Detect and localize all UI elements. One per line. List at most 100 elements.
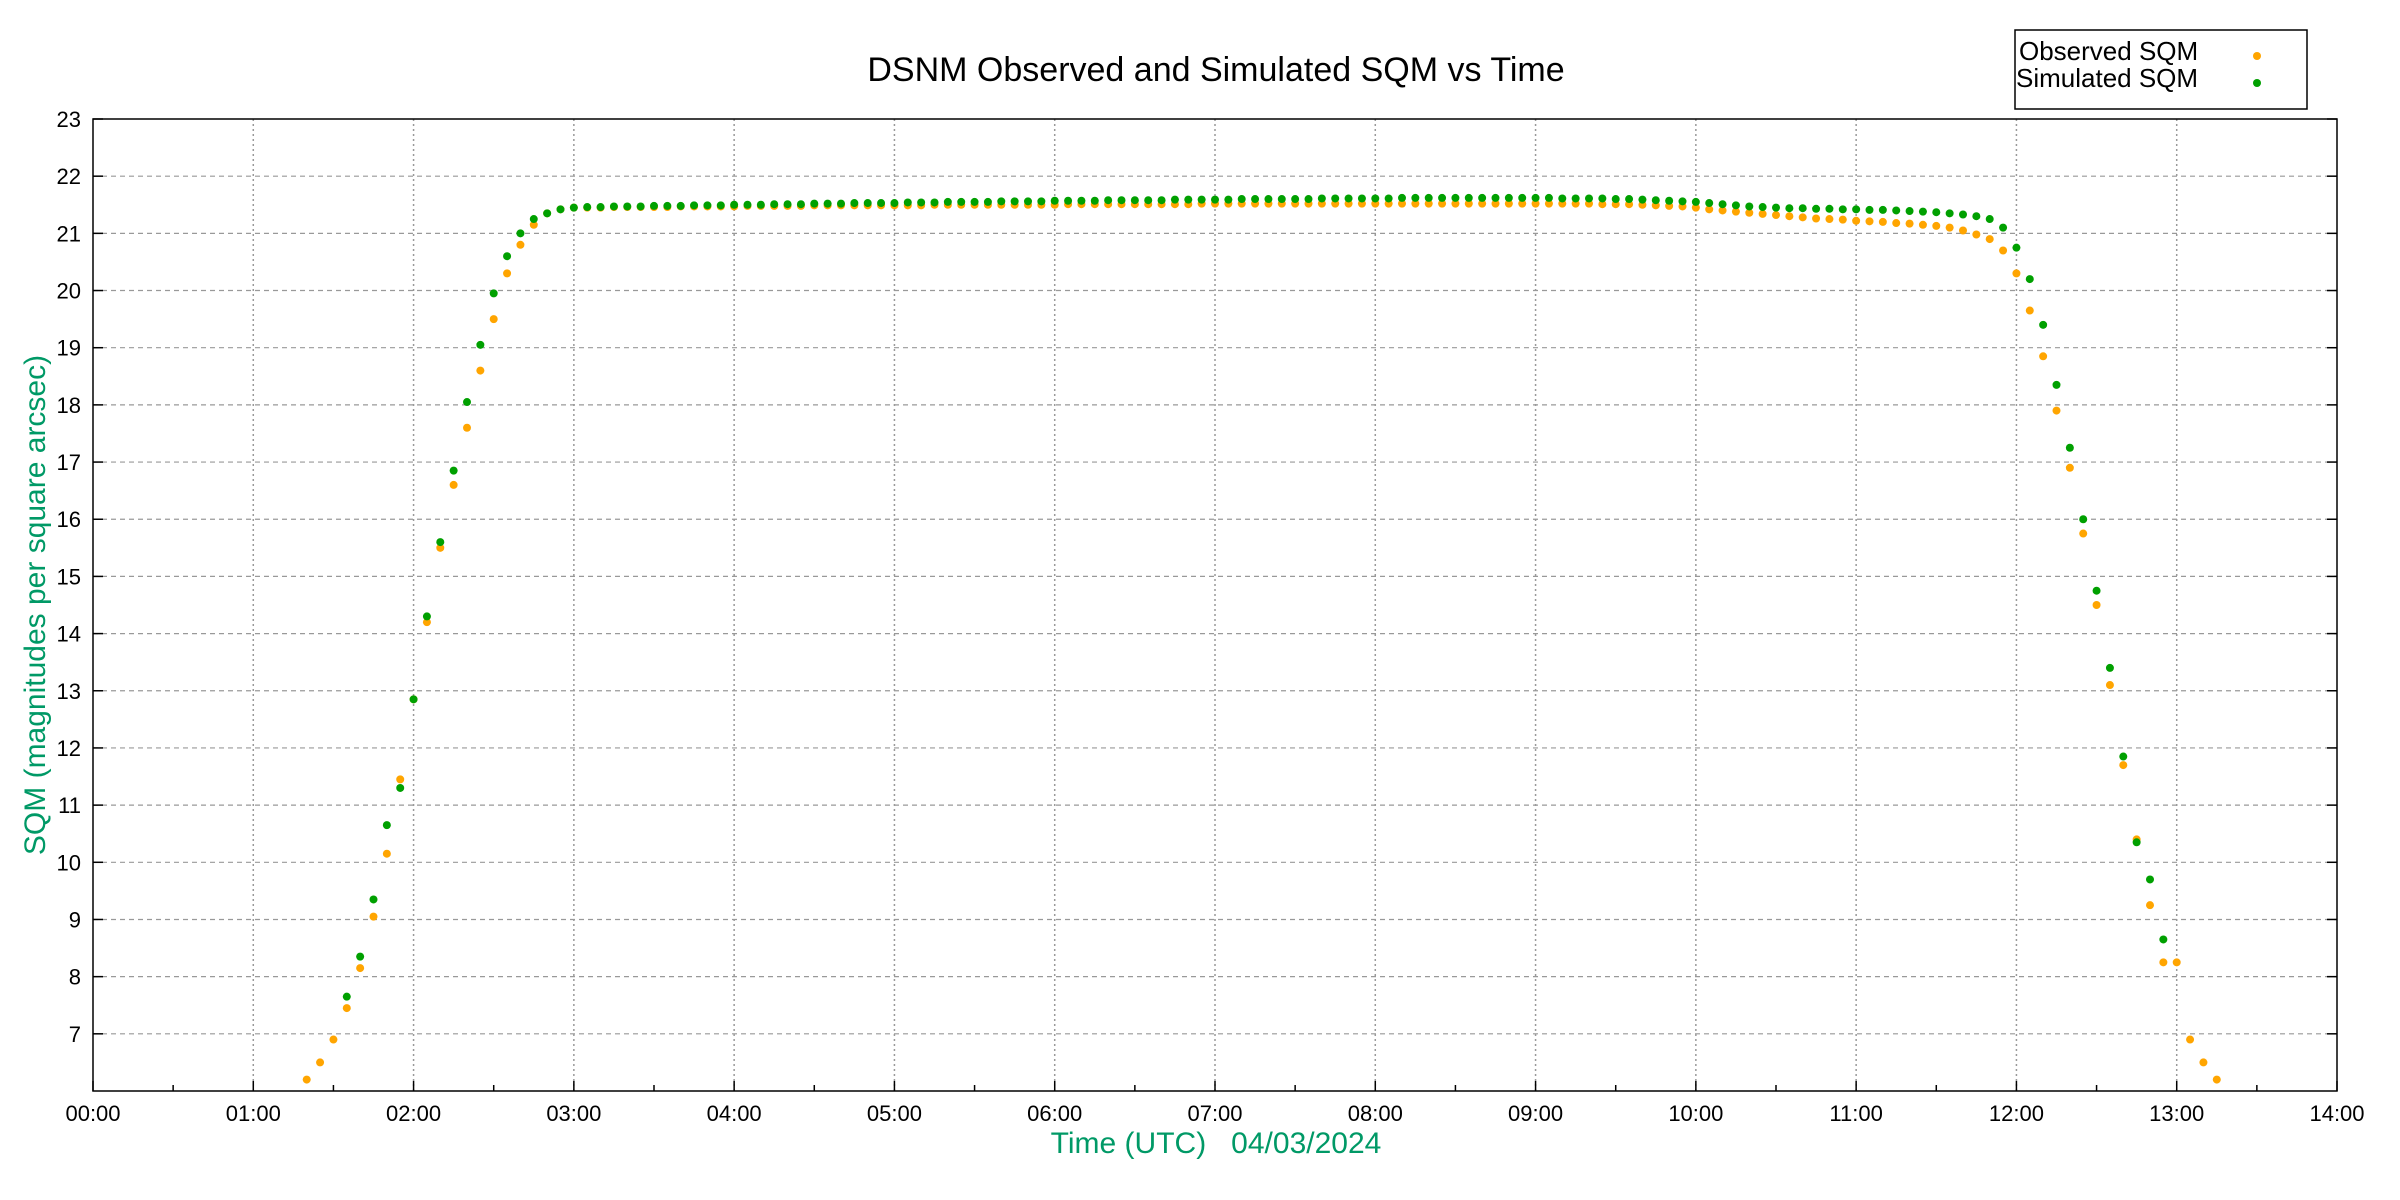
data-point xyxy=(1999,246,2008,255)
data-point xyxy=(1050,196,1059,205)
data-point xyxy=(783,200,792,209)
data-point xyxy=(1959,210,1967,219)
data-point xyxy=(1825,215,1834,224)
data-point xyxy=(623,202,632,211)
y-tick-label: 18 xyxy=(57,393,81,418)
y-tick-label: 20 xyxy=(57,279,81,304)
x-tick-label: 04:00 xyxy=(707,1101,762,1126)
data-point xyxy=(422,612,431,621)
data-point xyxy=(676,201,685,210)
data-point xyxy=(1598,194,1607,203)
data-point xyxy=(422,618,431,627)
data-point xyxy=(409,695,418,704)
data-point xyxy=(1451,193,1460,202)
data-point xyxy=(1999,223,2008,232)
data-point xyxy=(1972,212,1981,221)
data-point xyxy=(1772,203,1780,212)
data-point xyxy=(1825,204,1834,213)
data-point xyxy=(1371,194,1380,203)
data-point xyxy=(1037,197,1046,206)
data-point xyxy=(1918,220,1927,229)
series-observed xyxy=(302,199,2221,1084)
data-point xyxy=(810,199,819,208)
data-point xyxy=(1705,199,1714,208)
x-tick-label: 10:00 xyxy=(1668,1101,1723,1126)
data-point xyxy=(663,201,672,210)
data-point xyxy=(369,895,378,904)
data-point xyxy=(1504,193,1513,202)
data-point xyxy=(970,197,979,206)
y-tick-label: 23 xyxy=(57,107,81,132)
data-point xyxy=(2172,958,2181,967)
data-point xyxy=(2105,663,2114,672)
data-point xyxy=(356,952,365,961)
data-point xyxy=(1905,207,1914,216)
data-point xyxy=(1838,205,1847,214)
data-point xyxy=(329,1035,338,1044)
data-point xyxy=(489,289,498,298)
x-tick-label: 13:00 xyxy=(2149,1101,2204,1126)
data-point xyxy=(1745,208,1754,217)
y-tick-label: 19 xyxy=(57,336,81,361)
data-point xyxy=(1344,194,1353,203)
data-point xyxy=(1264,195,1273,204)
data-point xyxy=(2105,681,2114,690)
data-point xyxy=(1531,193,1540,202)
data-point xyxy=(1384,194,1393,203)
x-tick-label: 07:00 xyxy=(1187,1101,1242,1126)
x-tick-label: 14:00 xyxy=(2309,1101,2364,1126)
data-point xyxy=(396,783,405,792)
data-point xyxy=(1077,196,1086,205)
data-point xyxy=(1785,212,1794,221)
data-point xyxy=(1464,193,1473,202)
data-point xyxy=(930,198,939,207)
y-tick-label: 16 xyxy=(57,507,81,532)
data-point xyxy=(556,205,565,214)
y-axis-ticks: 7 8 9 10 11 12 13 14 15 16 17 18 19 20 21 22 23 xyxy=(57,107,2337,1047)
data-point xyxy=(1478,193,1487,202)
data-point xyxy=(943,197,952,206)
data-point xyxy=(2092,586,2101,595)
x-tick-label: 02:00 xyxy=(386,1101,441,1126)
data-point xyxy=(1424,193,1433,202)
data-point xyxy=(1865,217,1874,226)
data-point xyxy=(903,198,912,207)
data-point xyxy=(1144,196,1153,205)
data-point xyxy=(1865,205,1874,214)
data-point xyxy=(1598,200,1607,209)
data-point xyxy=(342,1004,351,1013)
x-tick-label: 08:00 xyxy=(1348,1101,1403,1126)
data-point xyxy=(1331,194,1340,203)
data-point xyxy=(690,201,699,210)
data-point xyxy=(770,200,779,209)
y-tick-label: 8 xyxy=(69,965,81,990)
data-point xyxy=(382,821,391,830)
data-point xyxy=(543,209,552,218)
data-point xyxy=(583,203,592,212)
data-point xyxy=(2052,406,2061,415)
data-point xyxy=(1438,193,1447,202)
data-point xyxy=(1718,200,1727,209)
data-point xyxy=(1798,204,1807,213)
data-point xyxy=(703,201,712,210)
data-point xyxy=(636,202,645,211)
data-point xyxy=(756,200,765,209)
data-point xyxy=(356,964,365,973)
series-simulated xyxy=(342,193,2168,1001)
data-point xyxy=(1184,195,1193,204)
data-point xyxy=(449,480,458,489)
data-point xyxy=(2052,380,2061,389)
data-point xyxy=(1304,195,1313,204)
data-point xyxy=(850,199,859,208)
data-point xyxy=(1745,202,1754,211)
data-point xyxy=(1064,196,1073,205)
x-tick-label: 09:00 xyxy=(1508,1101,1563,1126)
data-point xyxy=(529,220,538,229)
data-point xyxy=(1705,205,1714,214)
data-point xyxy=(1638,195,1647,204)
data-point xyxy=(569,203,578,212)
data-point xyxy=(1758,203,1767,212)
data-point xyxy=(2146,875,2154,884)
data-point xyxy=(837,199,845,208)
data-point xyxy=(1544,199,1553,208)
